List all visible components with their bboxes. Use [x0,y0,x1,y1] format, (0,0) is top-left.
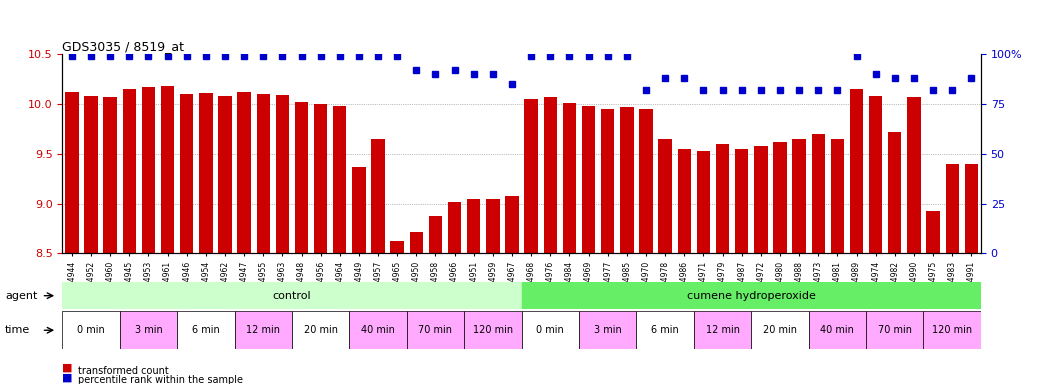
Bar [295,102,308,253]
Bar [850,89,864,253]
Text: 40 min: 40 min [820,325,854,335]
Bar [390,242,404,253]
Bar [218,96,231,253]
Text: 0 min: 0 min [537,325,565,335]
Bar [889,132,901,253]
Text: GDS3035 / 8519_at: GDS3035 / 8519_at [62,40,185,53]
Bar [256,94,270,253]
Bar [716,144,730,253]
Text: 3 min: 3 min [135,325,162,335]
Bar [678,149,691,253]
Bar [620,107,633,253]
Bar [62,282,522,309]
Bar [522,311,579,349]
Text: 3 min: 3 min [594,325,622,335]
Bar [924,311,981,349]
Text: 120 min: 120 min [932,325,973,335]
Text: ■: ■ [62,362,73,372]
Bar [544,97,557,253]
Bar [84,96,98,253]
Text: 0 min: 0 min [77,325,105,335]
Bar [964,164,978,253]
Bar [522,282,981,309]
Bar [830,139,844,253]
Bar [869,96,882,253]
Bar [238,92,251,253]
Bar [907,97,921,253]
Text: 40 min: 40 min [361,325,395,335]
Bar [582,106,595,253]
Bar [601,109,614,253]
Text: percentile rank within the sample: percentile rank within the sample [78,375,243,384]
Bar [735,149,748,253]
Bar [407,311,464,349]
Bar [448,202,461,253]
Bar [180,94,193,253]
Bar [161,86,174,253]
Bar [639,109,653,253]
Bar [563,103,576,253]
Bar [752,311,809,349]
Bar [946,164,959,253]
Text: 70 min: 70 min [878,325,911,335]
Bar [506,195,519,253]
Bar [792,139,805,253]
Bar [62,311,119,349]
Bar [65,92,79,253]
Text: cumene hydroperoxide: cumene hydroperoxide [687,291,816,301]
Text: control: control [273,291,311,301]
Bar [812,134,825,253]
Bar [235,311,292,349]
Bar [372,139,385,253]
Bar [119,311,177,349]
Bar [636,311,693,349]
Bar [122,89,136,253]
Bar [755,146,767,253]
Bar [464,311,522,349]
Bar [333,106,347,253]
Text: ■: ■ [62,372,73,382]
Bar [696,151,710,253]
Bar [524,99,538,253]
Bar [486,199,499,253]
Text: 70 min: 70 min [418,325,453,335]
Text: 6 min: 6 min [192,325,220,335]
Bar [926,210,939,253]
Bar [866,311,924,349]
Bar [467,199,481,253]
Text: 12 min: 12 min [706,325,739,335]
Bar [809,311,866,349]
Bar [177,311,235,349]
Bar [199,93,213,253]
Text: 20 min: 20 min [304,325,337,335]
Bar [350,311,407,349]
Text: transformed count: transformed count [78,366,168,376]
Bar [773,142,787,253]
Bar [693,311,752,349]
Text: agent: agent [5,291,37,301]
Bar [313,104,327,253]
Bar [142,87,155,253]
Bar [579,311,636,349]
Bar [410,232,424,253]
Text: 20 min: 20 min [763,325,797,335]
Bar [292,311,350,349]
Text: 12 min: 12 min [246,325,280,335]
Bar [104,97,117,253]
Bar [276,95,289,253]
Text: time: time [5,325,30,335]
Bar [352,167,365,253]
Bar [429,217,442,253]
Text: 6 min: 6 min [651,325,679,335]
Bar [658,139,672,253]
Text: 120 min: 120 min [473,325,513,335]
